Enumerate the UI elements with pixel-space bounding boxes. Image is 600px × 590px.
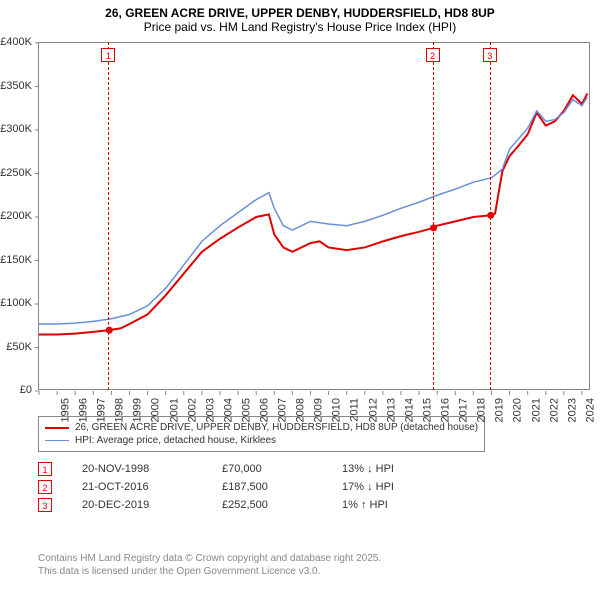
x-axis-label: 2012 [367,398,379,422]
x-axis-label: 1999 [132,398,144,422]
x-axis-label: 2011 [348,398,360,422]
marker-box: 2 [426,48,440,62]
transaction-diff: 17% ↓ HPI [342,481,462,493]
series-hpi [39,97,587,324]
x-axis-label: 1996 [78,398,90,422]
x-axis-label: 2016 [440,398,452,422]
x-axis-label: 2007 [277,398,289,422]
legend-swatch [45,440,69,441]
y-axis-label: £300K [0,123,32,135]
transaction-date: 20-DEC-2019 [82,499,222,511]
marker-box: 3 [483,48,497,62]
marker-dot [430,224,437,231]
transaction-marker: 2 [38,480,52,494]
x-axis-label: 2020 [512,398,524,422]
transaction-price: £187,500 [222,481,342,493]
x-axis-label: 2009 [313,398,325,422]
legend-label: 26, GREEN ACRE DRIVE, UPPER DENBY, HUDDE… [75,422,478,433]
transactions-table: 1 20-NOV-1998£70,00013% ↓ HPI 2 21-OCT-2016… [38,460,462,514]
x-axis-label: 1998 [114,398,126,422]
marker-line [433,42,434,390]
transaction-marker: 1 [38,462,52,476]
x-axis-label: 2003 [204,398,216,422]
y-axis-label: £100K [0,297,32,309]
x-axis-label: 2021 [530,398,542,422]
x-axis-label: 2013 [385,398,397,422]
series-price_paid [39,93,587,334]
x-axis-label: 2005 [240,398,252,422]
x-axis-label: 2022 [548,398,560,422]
y-axis-label: £400K [0,36,32,48]
x-axis-label: 2023 [566,398,578,422]
y-axis-label: £150K [0,254,32,266]
x-axis-label: 2014 [403,398,415,422]
marker-line [490,42,491,390]
attribution-line-2: This data is licensed under the Open Gov… [38,565,381,578]
transaction-marker: 3 [38,498,52,512]
x-axis-label: 2006 [259,398,271,422]
x-axis-label: 2024 [584,398,596,422]
y-axis-label: £250K [0,167,32,179]
transaction-row: 3 20-DEC-2019£252,5001% ↑ HPI [38,496,462,514]
transaction-row: 2 21-OCT-2016£187,50017% ↓ HPI [38,478,462,496]
legend-row: 26, GREEN ACRE DRIVE, UPPER DENBY, HUDDE… [45,421,478,434]
legend-label: HPI: Average price, detached house, Kirk… [75,435,276,446]
title-line-1: 26, GREEN ACRE DRIVE, UPPER DENBY, HUDDE… [10,6,590,20]
legend-row: HPI: Average price, detached house, Kirk… [45,434,478,447]
x-axis-label: 2004 [222,398,234,422]
x-axis-label: 1997 [96,398,108,422]
x-axis-label: 2002 [186,398,198,422]
marker-dot [106,327,113,334]
transaction-price: £252,500 [222,499,342,511]
transaction-row: 1 20-NOV-1998£70,00013% ↓ HPI [38,460,462,478]
legend-swatch [45,427,69,429]
chart-title: 26, GREEN ACRE DRIVE, UPPER DENBY, HUDDE… [0,0,600,36]
transaction-diff: 13% ↓ HPI [342,463,462,475]
marker-dot [487,212,494,219]
x-axis-label: 2001 [168,398,180,422]
y-axis-label: £0 [0,384,32,396]
y-axis-label: £50K [0,341,32,353]
x-axis-label: 2008 [295,398,307,422]
x-axis-label: 1995 [59,398,71,422]
x-axis-label: 2000 [150,398,162,422]
x-axis-label: 2010 [331,398,343,422]
transaction-date: 20-NOV-1998 [82,463,222,475]
attribution-line-1: Contains HM Land Registry data © Crown c… [38,552,381,565]
transaction-diff: 1% ↑ HPI [342,499,462,511]
transaction-price: £70,000 [222,463,342,475]
transaction-date: 21-OCT-2016 [82,481,222,493]
x-axis-label: 2017 [458,398,470,422]
x-axis-label: 2015 [421,398,433,422]
chart-svg [39,43,591,391]
x-axis-label: 2019 [494,398,506,422]
attribution: Contains HM Land Registry data © Crown c… [38,552,381,578]
marker-line [108,42,109,390]
y-axis-label: £200K [0,210,32,222]
y-axis-label: £350K [0,80,32,92]
marker-box: 1 [101,48,115,62]
line-chart [38,42,590,390]
x-axis-label: 2018 [476,398,488,422]
title-line-2: Price paid vs. HM Land Registry's House … [10,20,590,34]
